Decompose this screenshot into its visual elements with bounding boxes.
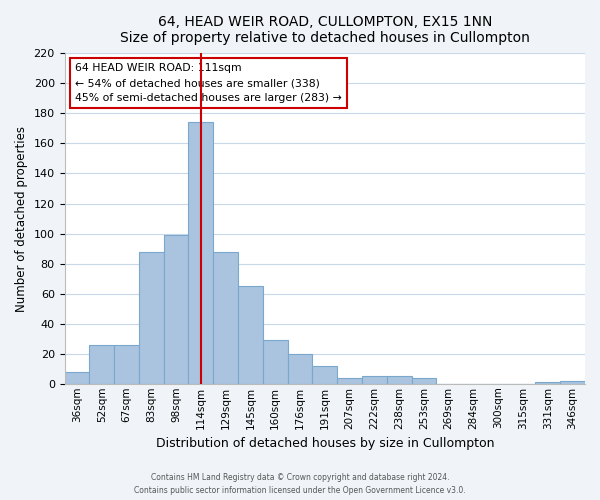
- Y-axis label: Number of detached properties: Number of detached properties: [15, 126, 28, 312]
- Bar: [313, 366, 337, 384]
- Bar: [387, 376, 412, 384]
- Bar: [362, 376, 387, 384]
- Bar: [337, 378, 362, 384]
- Bar: [263, 340, 287, 384]
- Bar: [287, 354, 313, 384]
- Text: 64 HEAD WEIR ROAD: 111sqm
← 54% of detached houses are smaller (338)
45% of semi: 64 HEAD WEIR ROAD: 111sqm ← 54% of detac…: [75, 63, 341, 103]
- Bar: [238, 286, 263, 384]
- Title: 64, HEAD WEIR ROAD, CULLOMPTON, EX15 1NN
Size of property relative to detached h: 64, HEAD WEIR ROAD, CULLOMPTON, EX15 1NN…: [120, 15, 530, 45]
- X-axis label: Distribution of detached houses by size in Cullompton: Distribution of detached houses by size …: [155, 437, 494, 450]
- Bar: [213, 252, 238, 384]
- Bar: [412, 378, 436, 384]
- Bar: [560, 381, 585, 384]
- Bar: [139, 252, 164, 384]
- Bar: [114, 344, 139, 384]
- Bar: [188, 122, 213, 384]
- Bar: [535, 382, 560, 384]
- Bar: [89, 344, 114, 384]
- Bar: [65, 372, 89, 384]
- Bar: [164, 235, 188, 384]
- Text: Contains HM Land Registry data © Crown copyright and database right 2024.
Contai: Contains HM Land Registry data © Crown c…: [134, 474, 466, 495]
